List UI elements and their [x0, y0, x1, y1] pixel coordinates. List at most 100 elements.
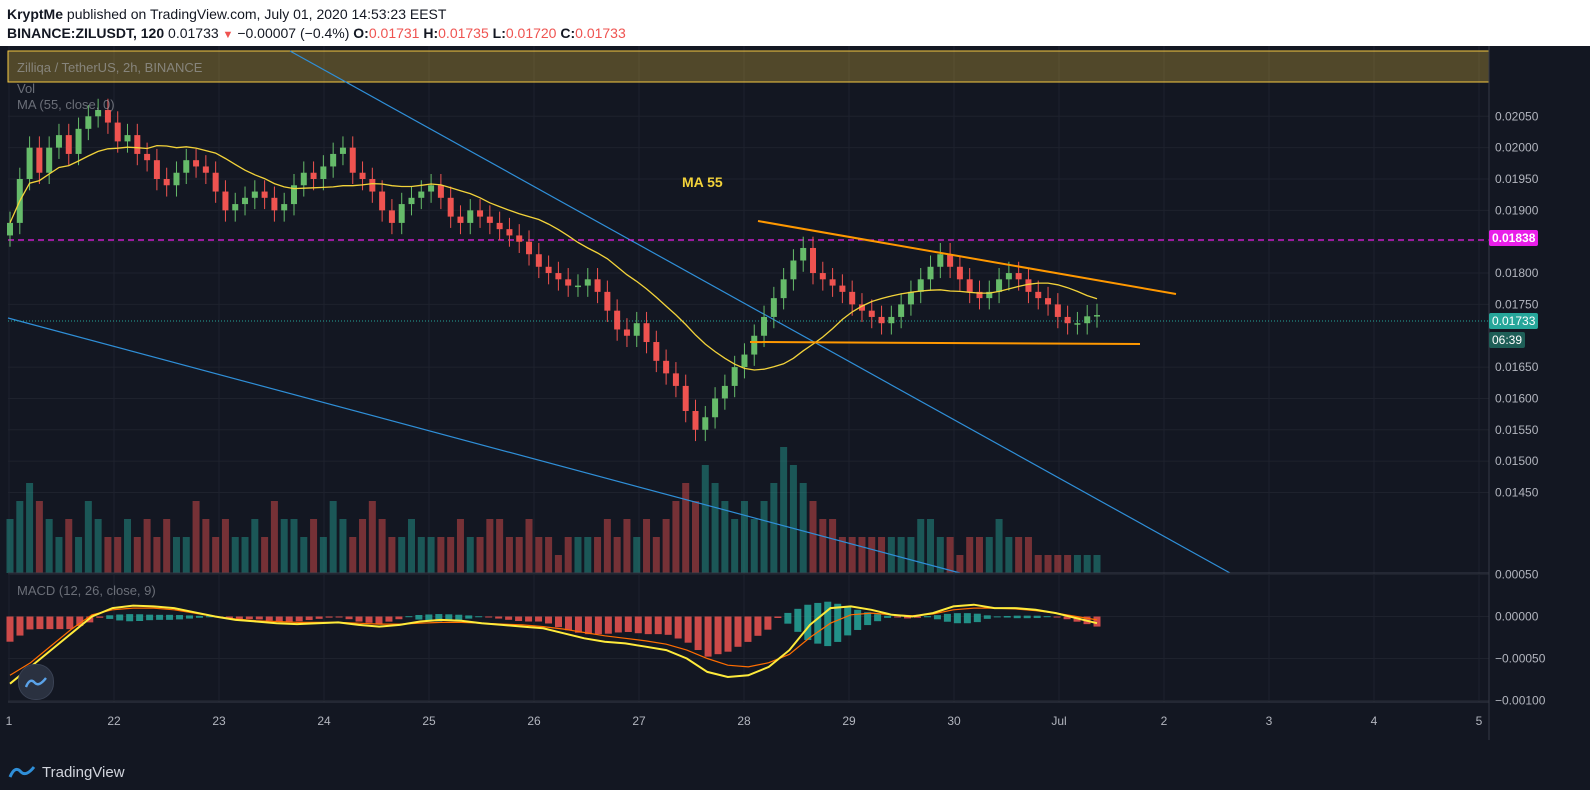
- high-value: 0.01735: [438, 25, 489, 41]
- candle-body: [75, 128, 82, 154]
- legend-macd[interactable]: MACD (12, 26, close, 9): [17, 583, 156, 598]
- candle-body: [26, 147, 33, 179]
- price-axis[interactable]: 0.020500.020000.019500.019000.018500.018…: [1495, 109, 1539, 499]
- candle-body: [124, 135, 131, 142]
- legend-ma[interactable]: MA (55, close, 0): [17, 97, 115, 112]
- macd-hist-bar: [674, 616, 682, 639]
- macd-hist-bar: [265, 616, 273, 621]
- macd-tick-label: 0.00000: [1495, 610, 1539, 624]
- price-tick-label: 0.01750: [1495, 297, 1539, 311]
- candle-body: [1054, 304, 1061, 317]
- candle-body: [104, 110, 111, 123]
- volume-bar: [545, 537, 553, 573]
- price-tick-label: 0.01550: [1495, 423, 1539, 437]
- time-tick-label: Jul: [1051, 714, 1066, 728]
- macd-hist-bar: [186, 615, 194, 619]
- macd-hist-bar: [1023, 615, 1031, 619]
- ma55-annotation: MA 55: [682, 174, 723, 190]
- candle-body: [173, 172, 180, 186]
- macd-hist-bar: [804, 604, 812, 641]
- volume-bar: [456, 519, 464, 573]
- macd-hist-bar: [784, 612, 792, 624]
- volume-bar: [711, 483, 719, 573]
- candle-body: [604, 291, 611, 311]
- volume-bar: [133, 537, 141, 573]
- volume-bar: [956, 555, 964, 573]
- time-axis[interactable]: 1 22 23 24 25 26 27 28 29 30 Jul 2 3 4 5: [6, 714, 1483, 728]
- candle-body: [300, 172, 307, 186]
- close-value: 0.01733: [575, 25, 626, 41]
- macd-hist-bar: [864, 612, 872, 626]
- tradingview-brand[interactable]: TradingView: [8, 762, 125, 782]
- macd-hist-bar: [874, 614, 882, 622]
- macd-hist-bar: [814, 602, 822, 644]
- candle-body: [623, 329, 630, 336]
- chart-canvas[interactable]: MA 55 0.020500.020000.019500.019000.0185…: [0, 46, 1590, 740]
- publish-text: published on TradingView.com, July 01, 2…: [63, 6, 447, 22]
- volume-bar: [603, 519, 611, 573]
- long-downtrend-line-1[interactable]: [289, 50, 1231, 574]
- macd-hist-bar: [734, 616, 742, 647]
- volume-bar: [329, 501, 337, 573]
- macd-tick-label: −0.00050: [1495, 652, 1546, 666]
- macd-hist-bar: [405, 616, 413, 618]
- volume-bar: [838, 537, 846, 573]
- candle-body: [702, 417, 709, 430]
- candle-body: [829, 279, 836, 286]
- candle-body: [163, 179, 170, 186]
- macd-hist-bar: [305, 616, 313, 621]
- tv-round-icon[interactable]: [18, 664, 54, 700]
- volume-bar: [594, 537, 602, 573]
- candle-body: [1015, 273, 1022, 280]
- macd-hist-bar: [604, 616, 612, 634]
- time-tick-label: 28: [737, 714, 751, 728]
- symbol-label: BINANCE:ZILUSDT, 120: [7, 25, 165, 41]
- candle-body: [594, 279, 601, 292]
- macd-hist-bar: [535, 616, 543, 622]
- macd-hist-bar: [325, 616, 333, 618]
- volume-bar: [310, 519, 318, 573]
- macd-hist-bar: [584, 616, 592, 635]
- candle-body: [388, 210, 395, 223]
- candle-body: [447, 197, 454, 217]
- price-tick-label: 0.01650: [1495, 360, 1539, 374]
- candle-body: [330, 153, 337, 167]
- candle-body: [555, 273, 562, 280]
- volume-bar: [35, 501, 43, 573]
- volume-bar: [652, 537, 660, 573]
- macd-axis[interactable]: 0.00050 0.00000 −0.00050 −0.00100: [1495, 568, 1546, 708]
- volume-bar: [319, 537, 327, 573]
- candle-body: [339, 147, 346, 154]
- volume-bar: [202, 519, 210, 573]
- descending-resistance-line[interactable]: [757, 220, 1177, 295]
- macd-hist-bar: [714, 616, 722, 655]
- volume-bar: [408, 519, 416, 573]
- legend-pair[interactable]: Zilliqa / TetherUS, 2h, BINANCE: [17, 60, 203, 75]
- horizontal-support-line[interactable]: [749, 341, 1141, 345]
- volume-bar: [819, 519, 827, 573]
- volume-bar: [398, 537, 406, 573]
- macd-hist-bar: [285, 616, 293, 622]
- volume-bar: [985, 537, 993, 573]
- macd-hist-bar: [176, 615, 184, 620]
- candle-body: [907, 291, 914, 305]
- resistance-zone[interactable]: [7, 50, 1490, 83]
- volume-bar: [124, 519, 132, 573]
- macd-hist-bar: [933, 615, 941, 620]
- volume-bar: [691, 501, 699, 573]
- volume-bar: [848, 537, 856, 573]
- legend-vol[interactable]: Vol: [17, 81, 36, 96]
- author-name[interactable]: KryptMe: [7, 6, 64, 22]
- candle-body: [271, 197, 278, 211]
- macd-hist-bar: [684, 616, 692, 643]
- volume-bar: [897, 537, 905, 573]
- candle-body: [408, 197, 415, 205]
- ma55-line[interactable]: [9, 144, 1098, 371]
- long-downtrend-line-2[interactable]: [7, 317, 961, 574]
- candle-body: [290, 185, 297, 205]
- candle-body: [36, 147, 43, 173]
- candle-body: [467, 210, 474, 223]
- macd-hist-bar: [355, 616, 363, 622]
- volume-bar: [789, 465, 797, 573]
- candle-body: [898, 304, 905, 317]
